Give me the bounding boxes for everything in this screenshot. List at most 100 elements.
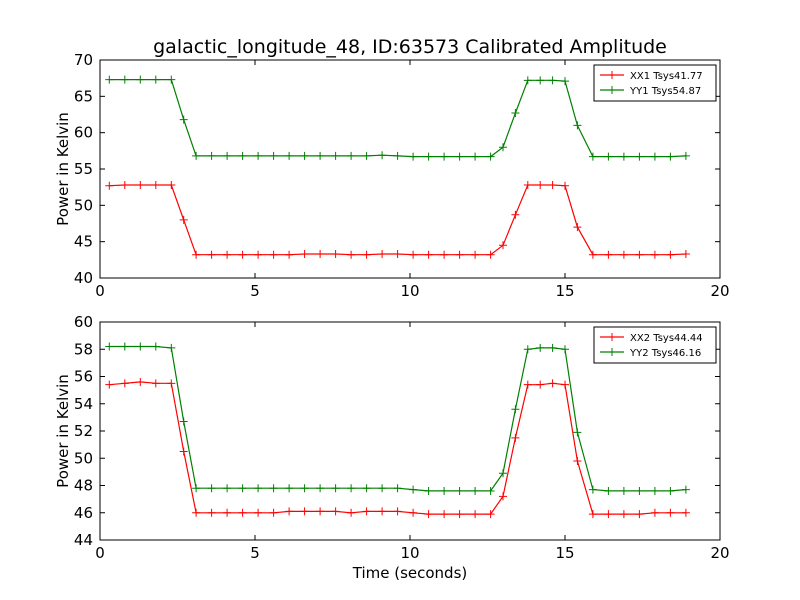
data-point <box>120 75 129 84</box>
y-tick-label: 45 <box>74 233 93 251</box>
data-point <box>486 486 495 495</box>
data-point <box>269 250 278 259</box>
legend-marker <box>608 348 616 356</box>
data-point <box>471 250 480 259</box>
data-point <box>362 507 371 516</box>
data-point <box>424 250 433 259</box>
data-point <box>393 484 402 493</box>
data-point <box>561 380 569 389</box>
data-point <box>238 151 247 160</box>
data-point <box>486 250 495 259</box>
data-point <box>681 250 690 259</box>
data-point <box>238 508 247 517</box>
data-point <box>223 250 232 259</box>
y-tick-label: 60 <box>74 124 93 142</box>
data-point <box>378 151 387 160</box>
series-line <box>109 184 686 256</box>
data-point <box>523 345 532 354</box>
data-point <box>511 405 520 414</box>
data-point <box>650 486 659 495</box>
data-point <box>105 181 114 190</box>
data-point <box>347 484 356 493</box>
data-point <box>409 152 418 161</box>
data-point <box>548 343 557 352</box>
data-point <box>619 250 628 259</box>
data-point <box>511 433 520 442</box>
data-point <box>167 379 176 388</box>
data-point <box>254 250 263 259</box>
data-point <box>151 75 160 84</box>
data-point <box>650 508 659 517</box>
y-tick-label: 60 <box>74 313 93 331</box>
data-point <box>316 507 325 516</box>
data-point <box>440 250 449 259</box>
data-point <box>316 151 325 160</box>
data-point <box>207 250 216 259</box>
data-point <box>331 484 340 493</box>
data-point <box>523 380 532 389</box>
data-point <box>471 486 480 495</box>
legend-marker <box>608 86 616 94</box>
y-tick-label: 58 <box>74 340 93 358</box>
data-point <box>362 151 371 160</box>
data-point <box>666 508 675 517</box>
data-point <box>588 250 597 259</box>
chart-title: galactic_longitude_48, ID:63573 Calibrat… <box>153 36 667 58</box>
data-point <box>619 152 628 161</box>
data-point <box>285 151 294 160</box>
data-point <box>120 342 129 351</box>
data-point <box>455 510 464 519</box>
data-point <box>269 508 278 517</box>
data-point <box>523 180 532 189</box>
data-point <box>409 485 418 494</box>
data-point <box>471 510 480 519</box>
data-point <box>300 151 309 160</box>
x-tick-label: 5 <box>250 282 260 300</box>
data-point <box>666 250 675 259</box>
y-tick-label: 54 <box>74 395 93 413</box>
data-point <box>635 152 644 161</box>
data-point <box>619 486 628 495</box>
data-point <box>588 510 597 519</box>
data-point <box>136 75 145 84</box>
y-tick-label: 70 <box>74 51 93 69</box>
legend-label: YY1 Tsys54.87 <box>629 86 701 97</box>
data-point <box>362 250 371 259</box>
data-point <box>269 151 278 160</box>
data-point <box>179 447 188 456</box>
data-point <box>347 151 356 160</box>
data-point <box>561 77 569 86</box>
y-tick-label: 56 <box>74 368 93 386</box>
legend-marker <box>608 333 616 341</box>
y-tick-label: 44 <box>74 531 93 549</box>
data-point <box>393 507 402 516</box>
data-point <box>548 76 557 85</box>
data-point <box>331 250 340 259</box>
data-point <box>604 510 613 519</box>
data-point <box>424 486 433 495</box>
data-point <box>536 380 545 389</box>
data-point <box>151 180 160 189</box>
legend-box <box>593 326 717 364</box>
data-point <box>254 508 263 517</box>
data-point <box>681 151 690 160</box>
data-point <box>300 250 309 259</box>
data-point <box>499 469 507 478</box>
series-line <box>109 345 686 492</box>
data-point <box>362 484 371 493</box>
x-tick-label: 10 <box>400 282 419 300</box>
y-tick-label: 40 <box>74 269 93 287</box>
data-point <box>300 484 309 493</box>
data-point <box>179 115 188 124</box>
data-point <box>511 109 520 118</box>
data-point <box>120 379 129 388</box>
data-point <box>486 510 495 519</box>
data-point <box>536 343 545 352</box>
data-point <box>269 484 278 493</box>
y-tick-label: 50 <box>74 196 93 214</box>
x-axis-label: Time (seconds) <box>352 564 468 582</box>
data-point <box>167 180 176 189</box>
y-tick-label: 50 <box>74 449 93 467</box>
data-point <box>192 484 201 493</box>
data-point <box>455 250 464 259</box>
